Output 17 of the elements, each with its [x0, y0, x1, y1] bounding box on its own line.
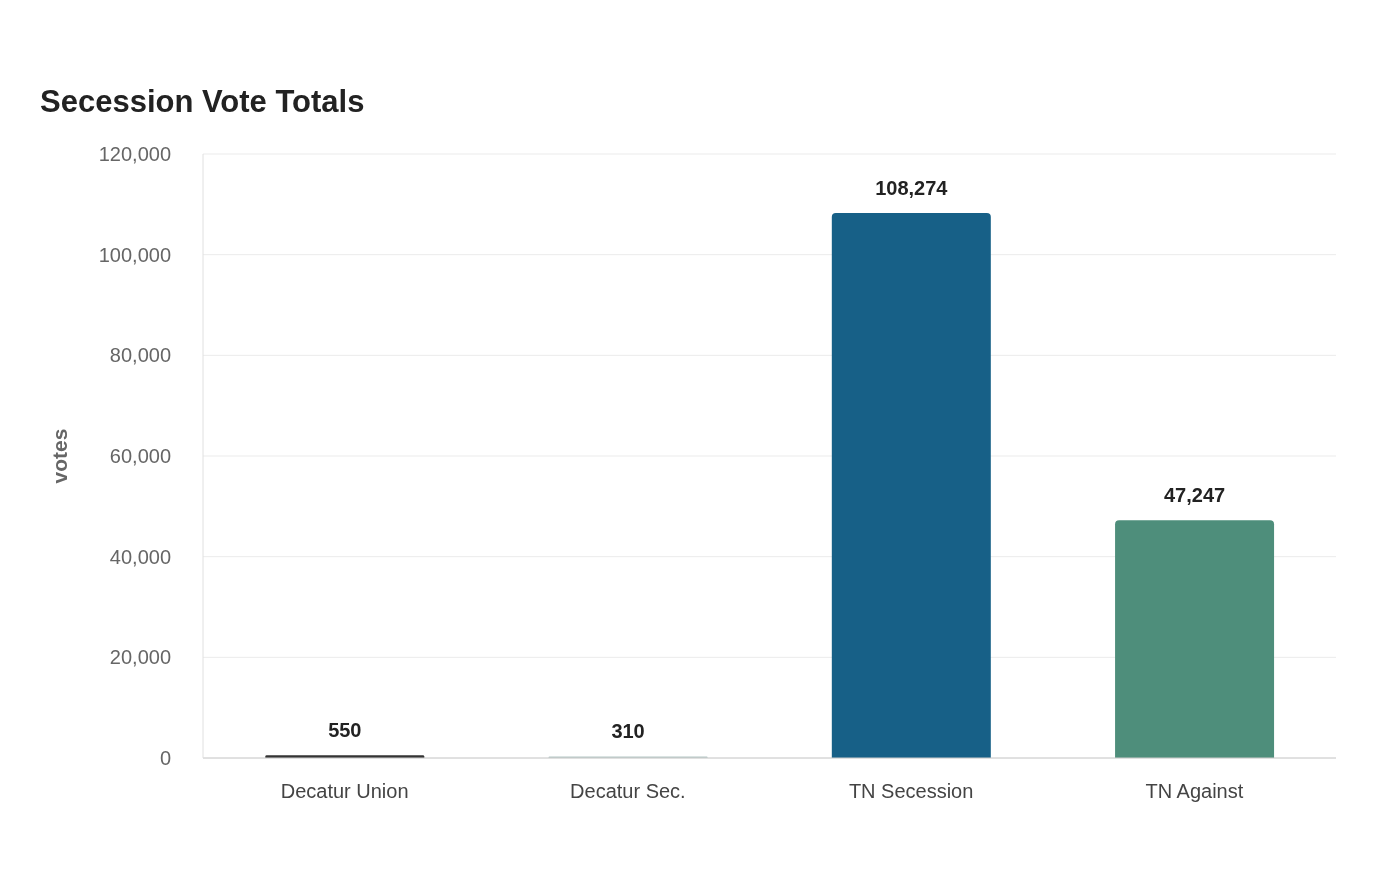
y-tick-label: 0 — [159, 747, 171, 770]
data-label: 47,247 — [1163, 484, 1226, 507]
x-tick-label: Decatur Sec. — [570, 780, 686, 803]
data-label: 310 — [611, 720, 645, 743]
chart-title: Secession Vote Totals — [40, 84, 365, 120]
x-tick-label: TN Secession — [848, 780, 974, 803]
y-axis-title: votes — [48, 428, 72, 484]
y-tick-label: 60,000 — [109, 445, 171, 468]
y-tick-label: 20,000 — [109, 646, 171, 669]
x-tick-label: Decatur Union — [280, 780, 409, 803]
y-tick-label: 100,000 — [98, 243, 171, 266]
y-tick-label: 40,000 — [109, 545, 171, 568]
y-tick-label: 120,000 — [98, 143, 171, 166]
x-tick-label: TN Against — [1145, 780, 1244, 803]
data-label: 108,274 — [875, 177, 949, 200]
data-label: 550 — [328, 719, 362, 742]
y-tick-label: 80,000 — [109, 344, 171, 367]
